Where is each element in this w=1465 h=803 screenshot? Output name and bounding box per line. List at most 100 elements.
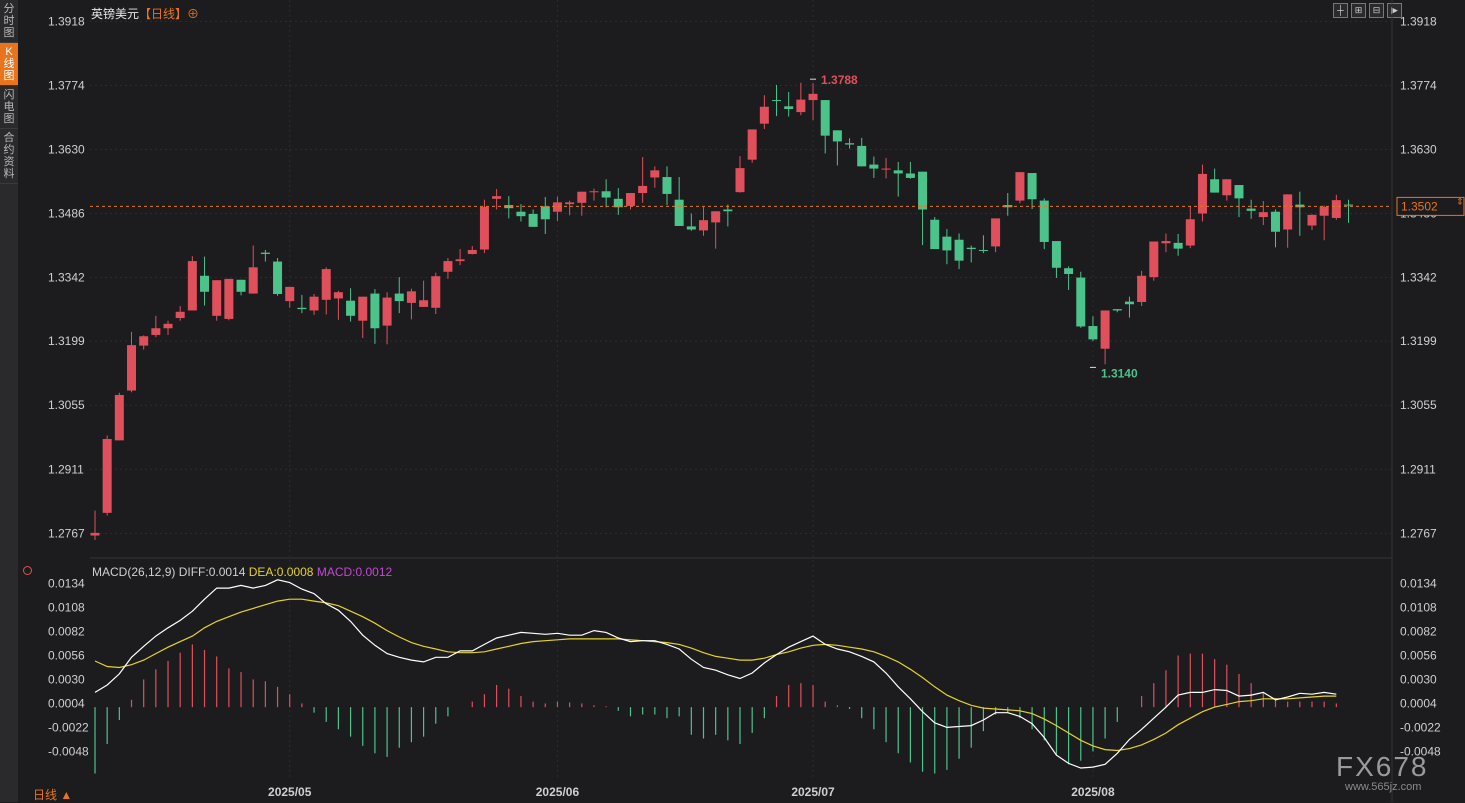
candle-body (419, 300, 429, 307)
candle-body (540, 206, 550, 220)
candle-body (918, 171, 928, 210)
next-icon[interactable]: ▶ (1387, 3, 1402, 18)
macd-tick-left: 0.0004 (48, 696, 85, 710)
indicator-settings-icon[interactable] (23, 566, 32, 575)
candle-body (1051, 241, 1061, 268)
candle-body (1319, 206, 1329, 216)
candle-body (674, 199, 684, 226)
candle-body (321, 269, 331, 300)
candle-body (187, 261, 197, 311)
candle-body (577, 191, 587, 203)
candle-body (455, 259, 465, 262)
candle-body (504, 205, 514, 209)
candle-body (309, 296, 319, 311)
price-tick-left: 1.3774 (48, 78, 85, 92)
candle-body (820, 100, 830, 136)
sidebar-tab-1[interactable]: K线图 (0, 43, 18, 86)
add-circle-icon[interactable]: ⊕ (187, 7, 200, 21)
candle-body (175, 311, 185, 319)
candle-body (1258, 212, 1268, 218)
candle-body (1003, 205, 1013, 208)
macd-dea: DEA:0.0008 (248, 565, 314, 579)
candle-body (516, 211, 526, 217)
candle-body (443, 261, 453, 272)
sidebar-tab-2[interactable]: 闪电图 (0, 86, 18, 129)
macd-diff: DIFF:0.0014 (178, 565, 246, 579)
x-tick-label: 2025/08 (1071, 785, 1115, 799)
zoom-in-icon[interactable]: ⊞ (1351, 3, 1366, 18)
candle-body (625, 193, 635, 206)
sidebar-tab-0[interactable]: 分时图 (0, 0, 18, 43)
candle-body (1222, 179, 1232, 196)
price-tick-right: 1.3342 (1400, 271, 1437, 285)
candle-body (662, 177, 672, 194)
candle-body (163, 323, 173, 329)
macd-tick-right: 0.0030 (1400, 672, 1437, 686)
candle-body (1100, 310, 1110, 349)
candle-body (1283, 194, 1293, 230)
candle-body (869, 164, 879, 169)
price-tick-right: 1.3774 (1400, 78, 1437, 92)
candle-body (358, 296, 368, 321)
candle-body (492, 196, 502, 199)
candle-body (565, 202, 575, 205)
macd-name: MACD(26,12,9) (92, 565, 176, 579)
macd-header: MACD(26,12,9) DIFF:0.0014 DEA:0.0008 MAC… (92, 565, 392, 579)
macd-tick-left: 0.0082 (48, 624, 85, 638)
candle-body (90, 532, 100, 536)
x-tick-label: 2025/06 (536, 785, 580, 799)
candle-body (1331, 200, 1341, 218)
macd-tick-right: 0.0004 (1400, 696, 1437, 710)
candle-body (479, 206, 489, 250)
macd-tick-right: -0.0022 (1400, 720, 1441, 734)
candle-body (382, 297, 392, 326)
candle-body (759, 106, 769, 124)
period-tag: 【日线】 (139, 7, 188, 21)
macd-tick-left: 0.0030 (48, 672, 85, 686)
price-arrow-icon: ⇕ (1456, 197, 1464, 207)
candle-body (808, 93, 818, 101)
period-selector[interactable]: 日线 ▲ (33, 788, 73, 802)
candle-body (1088, 326, 1098, 340)
current-price-label: 1.3502 (1401, 199, 1438, 213)
candle-body (200, 275, 210, 292)
watermark-url: www.565jz.com (1345, 781, 1422, 793)
price-tick-left: 1.3055 (48, 398, 85, 412)
candle-body (832, 130, 842, 142)
macd-tick-right: 0.0108 (1400, 601, 1437, 615)
candle-body (638, 185, 648, 194)
candle-body (467, 249, 477, 254)
candle-body (723, 209, 733, 212)
candle-body (248, 267, 258, 294)
macd-tick-left: 0.0056 (48, 648, 85, 662)
macd-tick-right: 0.0082 (1400, 624, 1437, 638)
candle-body (139, 336, 149, 346)
candle-body (1076, 277, 1086, 327)
macd-tick-left: -0.0022 (48, 720, 89, 734)
diff-line (94, 579, 1337, 769)
price-tick-left: 1.3486 (48, 207, 85, 221)
candle-body (224, 278, 234, 319)
candle-body (881, 168, 891, 170)
candle-body (1173, 242, 1183, 249)
candle-body (236, 279, 246, 292)
price-tick-right: 1.2767 (1400, 526, 1437, 540)
candle-body (1197, 173, 1207, 214)
candle-body (772, 100, 782, 102)
price-tick-right: 1.3630 (1400, 142, 1437, 156)
chart-toolbar: ┼ ⊞ ⊟ ▶ (1333, 3, 1402, 18)
candle-body (735, 168, 745, 193)
candle-body (1307, 214, 1317, 226)
sidebar: 分时图 K线图 闪电图 合约资料 (0, 0, 18, 802)
crosshair-icon[interactable]: ┼ (1333, 3, 1348, 18)
zoom-out-icon[interactable]: ⊟ (1369, 3, 1384, 18)
price-tick-left: 1.3199 (48, 334, 85, 348)
watermark-logo: FX678 (1336, 751, 1429, 782)
sidebar-tab-3[interactable]: 合约资料 (0, 129, 18, 184)
candle-body (954, 239, 964, 261)
price-tick-right: 1.2911 (1400, 462, 1436, 476)
candle-body (991, 218, 1001, 247)
price-tick-left: 1.3630 (48, 142, 85, 156)
candle-body (711, 211, 721, 223)
